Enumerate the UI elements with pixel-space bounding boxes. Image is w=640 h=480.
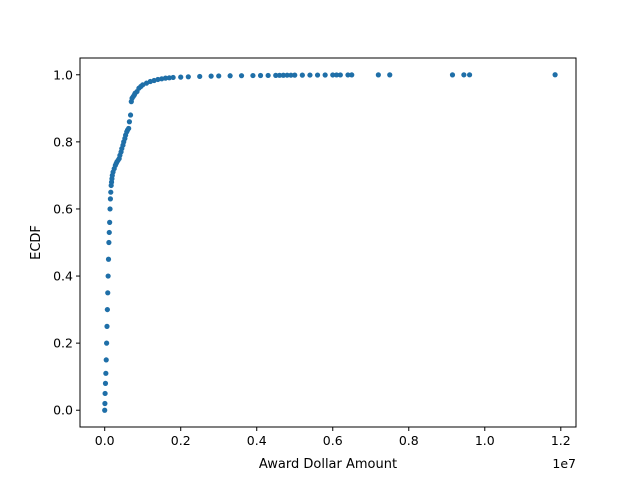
data-point	[126, 125, 132, 132]
data-point	[103, 357, 109, 363]
data-point	[197, 73, 203, 80]
y-tick-label: 1.0	[53, 67, 73, 82]
data-point	[104, 340, 110, 346]
data-point	[333, 72, 340, 78]
y-tick-label: 0.2	[53, 336, 73, 351]
data-point	[345, 72, 351, 78]
data-point	[387, 72, 393, 78]
data-point	[238, 73, 245, 79]
data-point	[102, 380, 109, 386]
data-point	[257, 72, 264, 79]
y-tick-label: 0.4	[53, 269, 73, 284]
data-point	[107, 196, 114, 202]
data-point	[104, 306, 110, 313]
data-point	[461, 72, 467, 78]
data-point	[107, 219, 113, 225]
data-point	[105, 256, 112, 262]
x-tick-label: 0.6	[323, 433, 343, 448]
data-point	[107, 206, 113, 212]
y-tick-label: 0.8	[53, 134, 73, 149]
data-point	[466, 72, 473, 78]
x-tick-label: 0.4	[247, 433, 267, 448]
data-point	[284, 72, 290, 78]
data-point	[280, 72, 286, 78]
data-point	[276, 72, 283, 78]
data-point	[105, 290, 111, 296]
data-point	[208, 73, 214, 79]
y-tick-label: 0.0	[53, 403, 73, 418]
data-point	[104, 323, 110, 329]
data-point	[170, 74, 176, 81]
data-point	[216, 73, 222, 79]
y-tick-label: 0.6	[53, 201, 73, 216]
x-axis-offset-label: 1e7	[552, 456, 576, 471]
data-point	[288, 72, 294, 78]
data-point	[105, 273, 111, 279]
x-tick-label: 0.8	[399, 433, 419, 448]
data-points	[102, 72, 558, 413]
data-point	[322, 72, 328, 78]
x-tick-label: 1.0	[475, 433, 495, 448]
data-point	[106, 229, 112, 236]
data-point	[314, 72, 321, 78]
data-point	[349, 72, 355, 78]
data-point	[227, 73, 233, 79]
x-tick-label: 1.2	[551, 433, 571, 448]
data-point	[292, 72, 298, 78]
data-point	[178, 74, 184, 80]
data-point	[552, 72, 558, 78]
y-axis-ticks: 0.0 0.2 0.4 0.6 0.8 1.0	[53, 67, 80, 418]
data-point	[250, 72, 256, 79]
data-point	[299, 72, 305, 78]
data-point	[166, 75, 172, 81]
x-tick-label: 0.2	[171, 433, 191, 448]
data-point	[102, 407, 108, 413]
data-point	[273, 72, 279, 78]
x-tick-label: 0.0	[95, 433, 115, 448]
data-point	[126, 119, 133, 125]
x-axis-label: Award Dollar Amount	[259, 457, 397, 472]
data-point	[337, 72, 343, 78]
data-point	[106, 239, 112, 246]
data-point	[102, 390, 108, 397]
data-point	[449, 72, 456, 78]
data-point	[103, 370, 109, 376]
data-point	[102, 400, 108, 407]
data-point	[375, 72, 381, 78]
y-axis-label: ECDF	[29, 225, 44, 260]
x-axis-ticks: 0.0 0.2 0.4 0.6 0.8 1.0 1.2	[95, 427, 571, 448]
data-point	[108, 189, 114, 195]
data-point	[265, 72, 271, 79]
data-point	[185, 74, 191, 80]
data-point	[330, 72, 336, 78]
data-point	[307, 72, 313, 78]
plot-area-frame	[79, 57, 577, 428]
data-point	[127, 112, 134, 118]
data-point	[162, 75, 169, 81]
